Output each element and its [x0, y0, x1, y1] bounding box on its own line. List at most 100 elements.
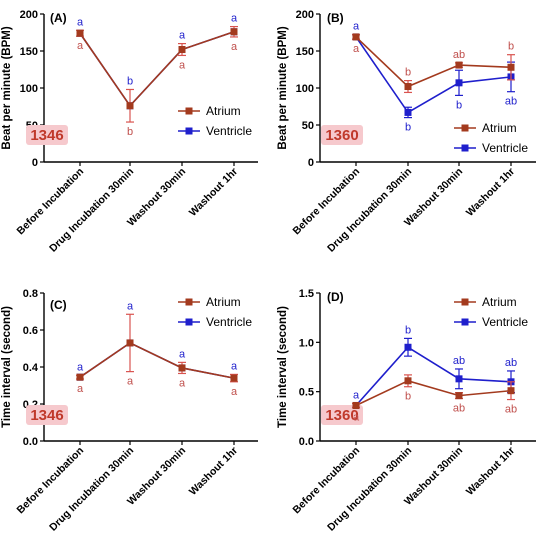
significance-letter: a: [353, 411, 360, 423]
y-axis-label: Time interval (second): [1, 306, 13, 428]
significance-letter: a: [127, 300, 134, 312]
legend-label-ventricle: Ventricle: [482, 315, 528, 329]
legend-label-atrium: Atrium: [482, 295, 517, 309]
significance-letter: a: [179, 59, 186, 71]
significance-letter: a: [127, 376, 134, 388]
x-tick-label: Washout 1hr: [187, 445, 240, 498]
data-point-atrium: [404, 377, 412, 385]
legend-swatch-marker: [185, 127, 193, 135]
data-point-atrium: [178, 46, 186, 54]
data-point-ventricle: [404, 108, 412, 116]
series-line-atrium: [79, 31, 235, 108]
x-tick-label: Drug Incubation 30min: [325, 445, 414, 534]
significance-letter: ab: [505, 357, 517, 369]
legend-label-atrium: Atrium: [206, 104, 241, 118]
significance-letter: a: [179, 348, 186, 360]
significance-letter: a: [179, 377, 186, 389]
panel-label: (D): [327, 290, 344, 304]
significance-letter: a: [179, 30, 186, 42]
data-point-atrium: [230, 28, 238, 36]
significance-letter: a: [231, 360, 238, 372]
data-point-atrium: [455, 61, 463, 69]
data-point-atrium: [126, 339, 134, 347]
sample-label: 1360: [325, 407, 358, 424]
sample-badge-bg: [321, 125, 363, 145]
data-point-atrium: [455, 392, 463, 400]
significance-letter: ab: [453, 403, 465, 415]
series-line-ventricle: [355, 36, 512, 114]
sample-badge-bg: [321, 405, 363, 425]
significance-letter: ab: [505, 404, 517, 416]
significance-letter: a: [353, 21, 360, 33]
y-tick-label: 200: [20, 9, 38, 21]
data-point-atrium: [507, 63, 515, 71]
y-tick-label: 0.0: [23, 436, 38, 448]
y-tick-label: 0: [308, 157, 314, 169]
data-point-atrium: [404, 83, 412, 91]
significance-letter: a: [77, 361, 84, 373]
data-point-ventricle: [455, 79, 463, 87]
series-line-atrium: [355, 379, 512, 407]
significance-letter: ab: [453, 49, 465, 61]
legend-label-atrium: Atrium: [206, 295, 241, 309]
significance-letter: a: [353, 43, 360, 55]
y-tick-label: 1.5: [299, 288, 314, 300]
significance-letter: a: [77, 383, 84, 395]
significance-letter: b: [127, 75, 133, 87]
significance-letter: a: [231, 386, 238, 398]
legend-label-ventricle: Ventricle: [482, 141, 528, 155]
y-tick-label: 150: [296, 46, 314, 58]
sample-badge-bg: [26, 125, 68, 145]
legend-label-ventricle: Ventricle: [206, 315, 252, 329]
data-point-atrium: [352, 33, 360, 41]
significance-letter: a: [231, 41, 238, 53]
sample-label: 1346: [30, 127, 63, 144]
y-tick-label: 200: [296, 9, 314, 21]
series-line-atrium: [79, 342, 235, 379]
legend-swatch-marker: [185, 318, 193, 326]
sample-label: 1360: [325, 127, 358, 144]
significance-letter: b: [405, 324, 411, 336]
y-tick-label: 0.4: [23, 362, 39, 374]
sample-badge-bg: [26, 405, 68, 425]
y-tick-label: 0.5: [299, 387, 314, 399]
panel-label: (C): [50, 298, 67, 312]
significance-letter: b: [405, 391, 411, 403]
data-point-atrium: [126, 102, 134, 110]
y-axis-label: Beat per minute (BPM): [1, 26, 13, 149]
x-tick-label: Washout 1hr: [464, 445, 517, 498]
data-point-atrium: [76, 29, 84, 37]
data-point-atrium: [76, 373, 84, 381]
legend-swatch-marker: [461, 298, 469, 306]
significance-letter: a: [353, 390, 360, 402]
data-point-atrium: [352, 401, 360, 409]
x-tick-label: Washout 1hr: [187, 166, 240, 219]
significance-letter: b: [405, 67, 411, 79]
y-tick-label: 0.8: [23, 288, 38, 300]
legend-swatch-marker: [461, 318, 469, 326]
legend-swatch-marker: [185, 107, 193, 115]
y-axis-label: Beat per minute (BPM): [277, 26, 289, 149]
y-axis-label: Time interval (second): [277, 306, 289, 428]
x-tick-label: Drug Incubation 30min: [47, 166, 136, 255]
legend-label-atrium: Atrium: [482, 121, 517, 135]
data-point-ventricle: [455, 375, 463, 383]
data-point-atrium: [230, 374, 238, 382]
legend-label-ventricle: Ventricle: [206, 124, 252, 138]
significance-letter: b: [508, 41, 514, 53]
series-line-atrium: [355, 36, 512, 88]
series-line-ventricle: [355, 346, 512, 407]
significance-letter: b: [127, 126, 133, 138]
x-tick-label: Washout 1hr: [464, 166, 517, 219]
series-line-ventricle: [79, 31, 235, 108]
x-tick-label: Drug Incubation 30min: [325, 166, 414, 255]
y-tick-label: 1.0: [299, 337, 314, 349]
y-tick-label: 50: [302, 120, 314, 132]
y-tick-label: 100: [20, 83, 38, 95]
legend-swatch-marker: [461, 124, 469, 132]
y-tick-label: 0.0: [299, 436, 314, 448]
